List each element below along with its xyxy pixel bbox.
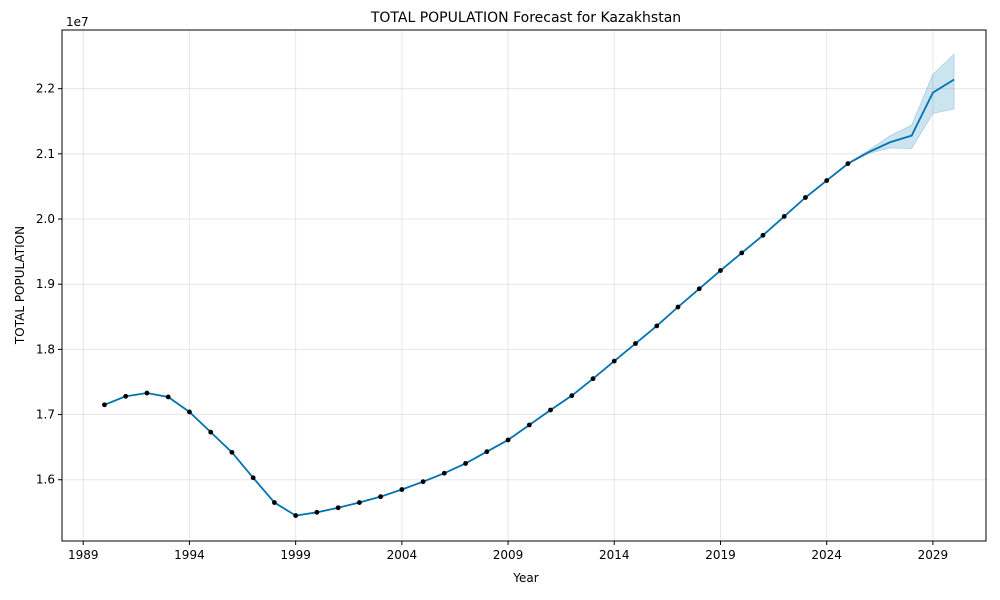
- observed-point: [463, 461, 468, 466]
- observed-point: [378, 494, 384, 500]
- observed-point: [272, 500, 277, 505]
- observed-point: [633, 341, 638, 346]
- observed-point: [123, 393, 129, 399]
- x-tick-label: 1989: [68, 548, 99, 562]
- observed-point: [526, 422, 532, 428]
- observed-point: [484, 449, 490, 455]
- observed-point: [845, 161, 851, 167]
- observed-point: [760, 232, 766, 238]
- plot-area: [62, 30, 986, 541]
- observed-point: [569, 393, 575, 399]
- y-tick-label: 1.7: [36, 408, 55, 422]
- x-axis-label: Year: [512, 571, 538, 585]
- observed-point: [781, 214, 787, 219]
- x-tick-label: 2024: [811, 548, 842, 562]
- observed-point: [208, 429, 214, 435]
- observed-point: [718, 268, 723, 273]
- x-tick-label: 2004: [387, 548, 418, 562]
- y-tick-label: 1.6: [36, 473, 55, 487]
- observed-point: [590, 376, 596, 382]
- observed-point: [335, 505, 341, 511]
- observed-point: [824, 178, 830, 183]
- x-tick-label: 2019: [705, 548, 736, 562]
- observed-point: [102, 402, 107, 408]
- observed-point: [803, 195, 808, 200]
- y-tick-label: 2.1: [36, 147, 55, 161]
- y-axis-label: TOTAL POPULATION: [13, 226, 27, 345]
- x-tick-label: 2009: [493, 548, 524, 562]
- y-tick-label: 2.0: [36, 212, 55, 226]
- y-axis-ticks: 1.6 1.7 1.8 1.9 2.0 2.1 2.2: [36, 82, 62, 487]
- observed-point: [548, 407, 553, 413]
- observed-point: [250, 475, 256, 481]
- observed-point: [399, 487, 405, 492]
- observed-point: [314, 509, 320, 515]
- y-tick-label: 2.2: [36, 82, 55, 96]
- observed-point: [356, 500, 362, 505]
- observed-point: [229, 449, 235, 455]
- observed-point: [505, 437, 511, 443]
- observed-point: [739, 250, 745, 256]
- observed-point: [654, 323, 660, 329]
- observed-point: [293, 513, 299, 518]
- observed-point: [696, 286, 702, 292]
- grid-lines: [62, 30, 986, 541]
- x-tick-label: 2014: [599, 548, 630, 562]
- observed-point: [187, 409, 192, 415]
- x-tick-label: 2029: [918, 548, 949, 562]
- y-offset-label: 1e7: [66, 15, 89, 29]
- observed-point: [420, 479, 426, 485]
- observed-point: [675, 304, 681, 310]
- y-tick-label: 1.8: [36, 342, 55, 356]
- observed-point: [165, 394, 171, 400]
- x-axis-ticks: 1989 1994 1999 2004 2009 2014 2019 2024 2029: [68, 541, 948, 562]
- plot-frame: [61, 29, 987, 542]
- x-tick-label: 1994: [174, 548, 205, 562]
- chart-title: TOTAL POPULATION Forecast for Kazakhstan: [370, 10, 681, 26]
- observed-point: [441, 470, 447, 476]
- y-tick-label: 1.9: [36, 277, 55, 291]
- observed-points: [102, 161, 851, 518]
- x-tick-label: 1999: [280, 548, 311, 562]
- observed-point: [611, 358, 617, 364]
- observed-point: [144, 390, 150, 396]
